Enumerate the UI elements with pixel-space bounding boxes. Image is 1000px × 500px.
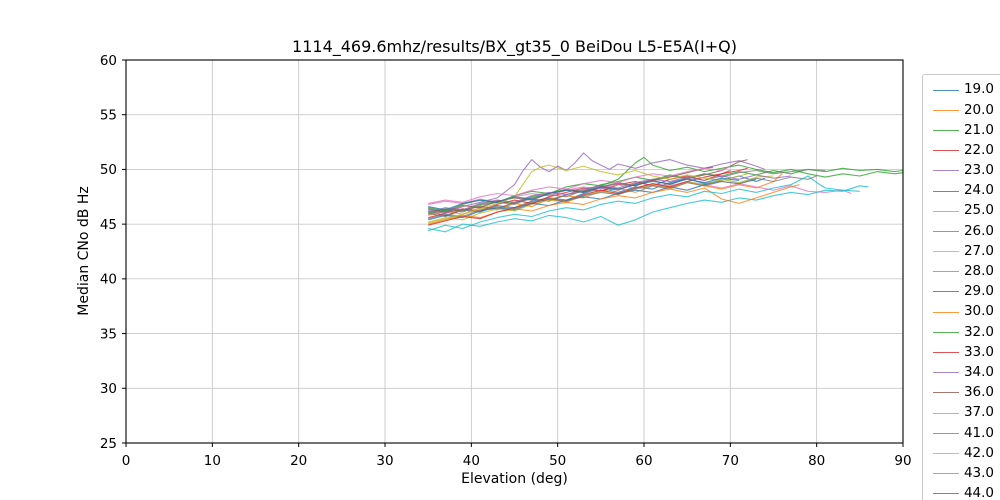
x-tick-label: 90 bbox=[894, 453, 911, 469]
legend-label: 23.0 bbox=[963, 162, 994, 179]
legend-line-sample bbox=[933, 452, 959, 454]
y-tick-label: 25 bbox=[100, 436, 117, 452]
series-line-21.0 bbox=[428, 167, 904, 214]
y-axis-label: Median CNo dB Hz bbox=[76, 186, 92, 316]
legend-line-sample bbox=[933, 230, 959, 232]
x-tick-label: 30 bbox=[376, 453, 393, 469]
series-line-42.0 bbox=[428, 164, 748, 224]
legend-label: 29.0 bbox=[963, 283, 994, 300]
legend-label: 41.0 bbox=[963, 424, 994, 441]
legend-line-sample bbox=[933, 331, 959, 333]
legend-entry: 22.0 bbox=[923, 141, 1000, 161]
legend-label: 20.0 bbox=[963, 101, 994, 118]
legend-line-sample bbox=[933, 392, 959, 394]
legend-entry: 44.0 bbox=[923, 484, 1000, 500]
y-tick-label: 45 bbox=[100, 217, 117, 233]
legend-line-sample bbox=[933, 190, 959, 192]
legend-entry: 25.0 bbox=[923, 201, 1000, 221]
legend-entry: 24.0 bbox=[923, 181, 1000, 201]
y-tick-label: 55 bbox=[100, 108, 117, 124]
legend-label: 25.0 bbox=[963, 202, 994, 219]
legend-entry: 23.0 bbox=[923, 161, 1000, 181]
legend-entry: 37.0 bbox=[923, 403, 1000, 423]
legend-line-sample bbox=[933, 89, 959, 91]
series-line-43.0 bbox=[428, 175, 860, 232]
series-line-32.0 bbox=[428, 156, 904, 212]
legend-entry: 42.0 bbox=[923, 443, 1000, 463]
legend-entry: 34.0 bbox=[923, 363, 1000, 383]
legend-line-sample bbox=[933, 311, 959, 313]
x-tick-label: 10 bbox=[204, 453, 221, 469]
x-tick-label: 50 bbox=[549, 453, 566, 469]
series-line-33.0 bbox=[428, 169, 731, 226]
legend-line-sample bbox=[933, 352, 959, 354]
legend-label: 26.0 bbox=[963, 222, 994, 239]
x-tick-label: 70 bbox=[722, 453, 739, 469]
legend-entry: 21.0 bbox=[923, 120, 1000, 140]
legend-entry: 19.0 bbox=[923, 80, 1000, 100]
legend-label: 34.0 bbox=[963, 363, 994, 380]
legend-label: 43.0 bbox=[963, 464, 994, 481]
legend-label: 21.0 bbox=[963, 121, 994, 138]
legend-entry: 29.0 bbox=[923, 282, 1000, 302]
x-axis-label: Elevation (deg) bbox=[461, 471, 568, 487]
x-tick-label: 60 bbox=[635, 453, 652, 469]
legend-entry: 33.0 bbox=[923, 342, 1000, 362]
legend-entry: 30.0 bbox=[923, 302, 1000, 322]
legend-line-sample bbox=[933, 412, 959, 414]
legend-label: 32.0 bbox=[963, 323, 994, 340]
legend-label: 19.0 bbox=[963, 81, 994, 98]
legend-entry: 36.0 bbox=[923, 383, 1000, 403]
legend-line-sample bbox=[933, 493, 959, 495]
legend-label: 33.0 bbox=[963, 343, 994, 360]
series-line-28.0 bbox=[428, 185, 869, 233]
series-line-37.0 bbox=[428, 165, 731, 204]
legend-label: 44.0 bbox=[963, 485, 994, 500]
legend-label: 28.0 bbox=[963, 263, 994, 280]
legend-entry: 26.0 bbox=[923, 221, 1000, 241]
series-line-23.0 bbox=[428, 152, 766, 214]
y-tick-label: 35 bbox=[100, 326, 117, 342]
legend-line-sample bbox=[933, 170, 959, 172]
series-line-41.0 bbox=[428, 175, 817, 220]
axes-spines bbox=[125, 59, 904, 444]
y-tick-label: 40 bbox=[100, 272, 117, 288]
legend-entry: 20.0 bbox=[923, 100, 1000, 120]
legend-line-sample bbox=[933, 109, 959, 111]
y-tick-label: 50 bbox=[100, 162, 117, 178]
x-tick-label: 40 bbox=[463, 453, 480, 469]
x-tick-label: 20 bbox=[290, 453, 307, 469]
legend-label: 24.0 bbox=[963, 182, 994, 199]
x-tick-label: 80 bbox=[808, 453, 825, 469]
legend-label: 37.0 bbox=[963, 404, 994, 421]
y-tick-label: 30 bbox=[100, 381, 117, 397]
chart-title: 1114_469.6mhz/results/BX_gt35_0 BeiDou L… bbox=[292, 37, 737, 56]
legend-line-sample bbox=[933, 271, 959, 273]
y-tick-label: 60 bbox=[100, 53, 117, 69]
series-line-44.0 bbox=[428, 177, 740, 211]
series-line-27.0 bbox=[428, 175, 774, 223]
legend-entry: 28.0 bbox=[923, 262, 1000, 282]
legend-line-sample bbox=[933, 372, 959, 374]
x-tick-label: 0 bbox=[122, 453, 131, 469]
legend-line-sample bbox=[933, 129, 959, 131]
legend-label: 36.0 bbox=[963, 384, 994, 401]
legend-label: 30.0 bbox=[963, 303, 994, 320]
legend-line-sample bbox=[933, 473, 959, 475]
legend-line-sample bbox=[933, 210, 959, 212]
legend-line-sample bbox=[933, 291, 959, 293]
legend-label: 22.0 bbox=[963, 141, 994, 158]
legend-entry: 27.0 bbox=[923, 242, 1000, 262]
legend-label: 27.0 bbox=[963, 242, 994, 259]
legend-line-sample bbox=[933, 432, 959, 434]
legend-entry: 41.0 bbox=[923, 423, 1000, 443]
legend-box: 19.0 20.0 21.0 22.0 23.0 24.0 25.0 26.0 27.0 28.0… bbox=[922, 74, 1000, 500]
legend-line-sample bbox=[933, 150, 959, 152]
legend-label: 42.0 bbox=[963, 444, 994, 461]
legend-entry: 43.0 bbox=[923, 464, 1000, 484]
legend-line-sample bbox=[933, 251, 959, 253]
legend-entry: 32.0 bbox=[923, 322, 1000, 342]
